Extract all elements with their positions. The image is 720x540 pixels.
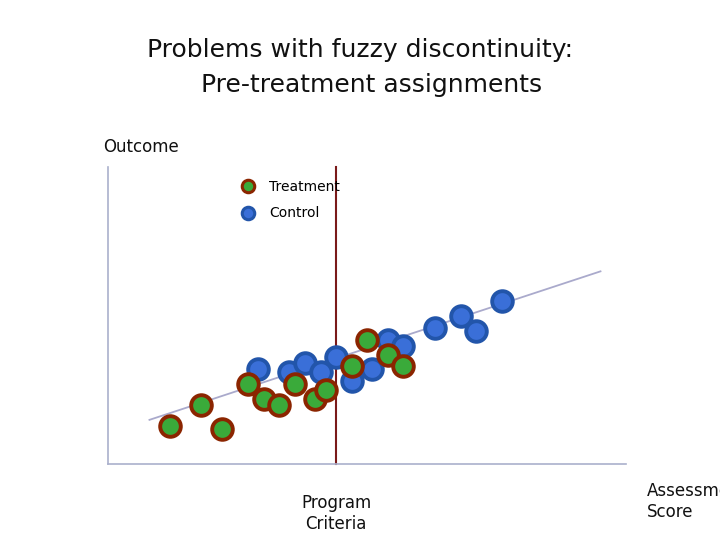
Point — [382, 350, 394, 359]
Point — [429, 323, 441, 332]
Point — [330, 353, 342, 362]
Point — [346, 362, 357, 370]
Point — [496, 296, 508, 305]
Point — [382, 335, 394, 344]
Point — [397, 341, 409, 350]
Point — [470, 326, 482, 335]
Text: Program
Criteria: Program Criteria — [301, 494, 372, 533]
Point — [361, 335, 373, 344]
Point — [242, 380, 253, 389]
Point — [315, 368, 326, 377]
Point — [164, 421, 176, 430]
Point — [258, 395, 269, 403]
Point — [455, 312, 467, 320]
Point — [366, 365, 378, 374]
Text: Problems with fuzzy discontinuity:: Problems with fuzzy discontinuity: — [147, 38, 573, 62]
Text: Assessment
Score: Assessment Score — [647, 482, 720, 521]
Legend: Treatment, Control: Treatment, Control — [229, 174, 346, 226]
Point — [289, 380, 300, 389]
Point — [216, 424, 228, 433]
Point — [397, 362, 409, 370]
Point — [320, 386, 331, 394]
Point — [300, 359, 311, 368]
Point — [310, 395, 321, 403]
Text: Outcome: Outcome — [103, 138, 179, 156]
Point — [284, 368, 295, 377]
Point — [346, 377, 357, 386]
Point — [196, 401, 207, 409]
Text: Pre-treatment assignments: Pre-treatment assignments — [177, 73, 543, 97]
Point — [274, 401, 285, 409]
Point — [253, 365, 264, 374]
